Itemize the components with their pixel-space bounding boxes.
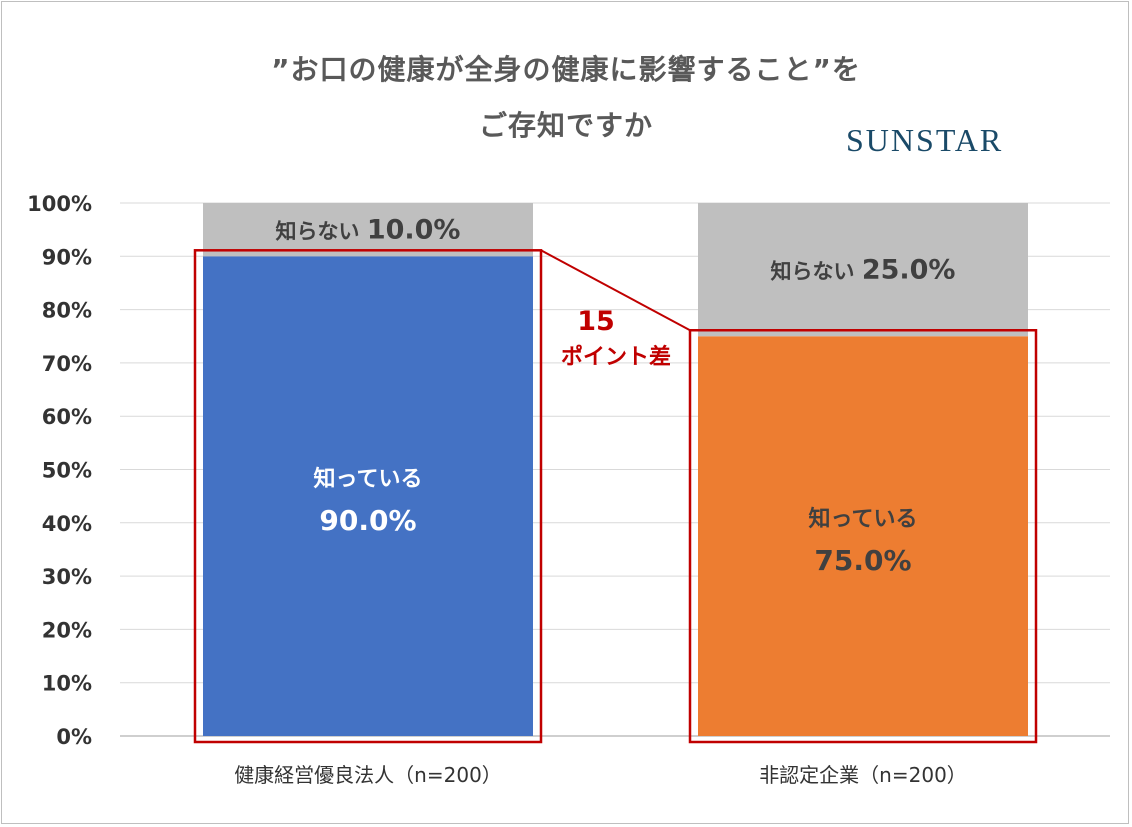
segment-value-unknown: 25.0%	[862, 255, 956, 286]
y-tick-label: 40%	[42, 512, 92, 536]
y-tick-label: 30%	[42, 565, 92, 589]
y-tick-label: 50%	[42, 459, 92, 483]
y-tick-label: 10%	[42, 672, 92, 696]
bar-segment-known	[698, 336, 1028, 736]
y-tick-label: 60%	[42, 405, 92, 429]
y-tick-label: 100%	[27, 192, 92, 216]
segment-value-known: 75.0%	[814, 544, 911, 577]
segment-name-known: 知っている	[809, 506, 918, 532]
x-category-label: 健康経営優良法人（n=200）	[234, 763, 502, 787]
difference-connector	[540, 249, 691, 332]
difference-value: 15	[577, 306, 615, 337]
sunstar-logo: SUNSTAR	[846, 122, 1004, 158]
segment-label-unknown: 知らない 25.0%	[771, 255, 956, 286]
highlight-box	[193, 249, 543, 744]
highlight-box	[688, 329, 1038, 744]
bar-segment-unknown	[698, 203, 1028, 337]
y-tick-label: 80%	[42, 299, 92, 323]
x-category-label: 非認定企業（n=200）	[759, 763, 967, 787]
y-tick-label: 70%	[42, 352, 92, 376]
segment-value-known: 90.0%	[319, 504, 416, 537]
chart-title-line1: ”お口の健康が全身の健康に影響すること”を	[271, 53, 861, 86]
chart-title-line2: ご存知ですか	[478, 109, 653, 142]
segment-value-unknown: 10.0%	[367, 215, 461, 246]
y-tick-label: 20%	[42, 618, 92, 642]
bar-segment-unknown	[203, 203, 533, 257]
segment-name-unknown: 知らない	[771, 260, 862, 284]
segment-name-unknown: 知らない	[276, 220, 367, 244]
bar-segment-known	[203, 256, 533, 736]
segment-name-known: 知っている	[314, 466, 423, 492]
segment-label-unknown: 知らない 10.0%	[276, 215, 461, 246]
y-tick-label: 90%	[42, 245, 92, 269]
difference-label: ポイント差	[561, 344, 671, 370]
y-tick-label: 0%	[56, 725, 92, 749]
